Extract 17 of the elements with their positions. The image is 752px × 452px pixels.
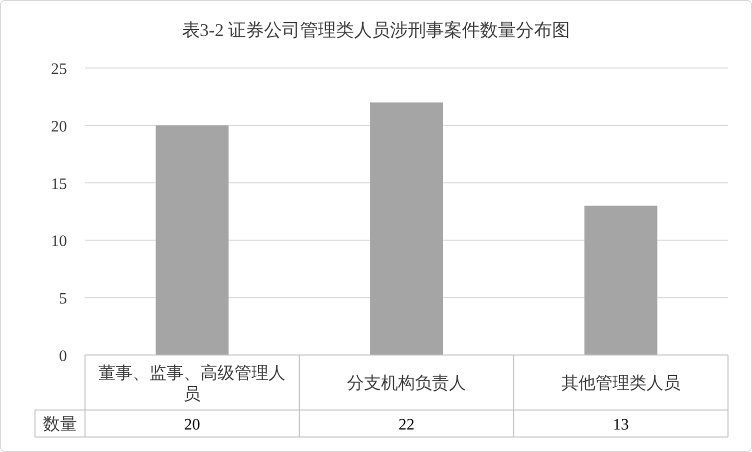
y-tick-label: 0 [59,348,67,365]
bar [156,125,229,355]
data-label: 22 [398,416,414,434]
chart-title: 表3-2 证券公司管理类人员涉刑事案件数量分布图 [182,20,570,40]
x-tick-label: 分支机构负责人 [347,374,466,392]
x-tick-label: 其他管理类人员 [561,374,680,392]
y-tick-label: 20 [51,118,67,136]
y-tick-label: 15 [51,176,67,193]
x-tick-label: 董事、监事、高级管理人员 [98,364,286,404]
bar [370,102,443,355]
bar [584,206,658,355]
data-label: 13 [612,416,629,434]
data-label: 20 [184,416,200,434]
y-tick-label: 5 [59,290,67,308]
y-tick-label: 10 [51,233,67,250]
text: 数量 [43,414,77,434]
y-tick-label: 25 [51,61,67,78]
